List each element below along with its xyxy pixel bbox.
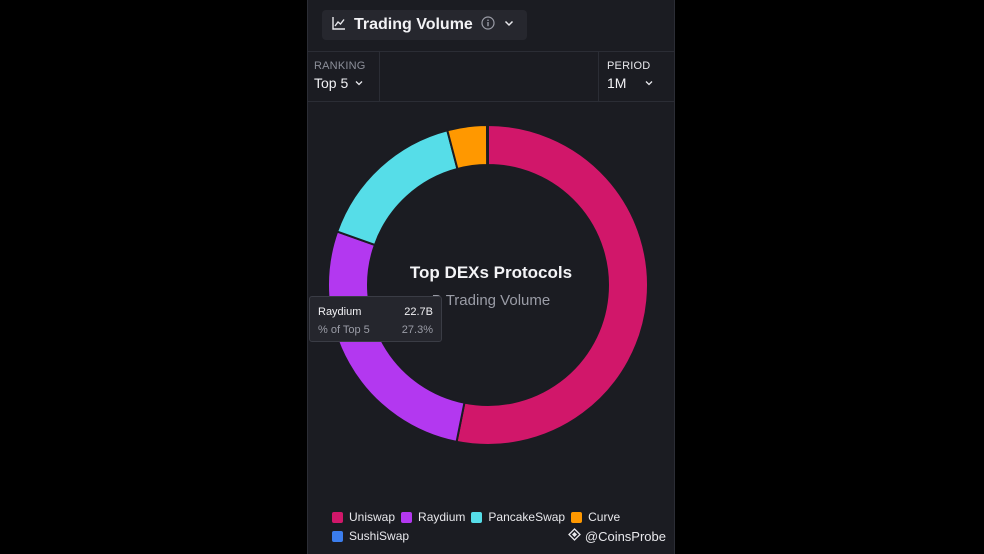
chart-legend: Uniswap Raydium PancakeSwap Curve SushiSwap bbox=[332, 510, 672, 548]
info-icon[interactable] bbox=[481, 15, 495, 35]
chart-area: Top DEXs Protocols B Trading Volume Rayd… bbox=[308, 102, 674, 502]
line-chart-icon bbox=[332, 16, 346, 35]
chart-tooltip: Raydium 22.7B % of Top 5 27.3% bbox=[309, 296, 442, 342]
legend-swatch bbox=[401, 511, 413, 523]
trading-volume-panel: Trading Volume RANKING Top 5 bbox=[307, 0, 675, 554]
legend-item-sushiswap[interactable]: SushiSwap bbox=[332, 529, 409, 543]
legend-swatch bbox=[571, 511, 583, 523]
legend-item-curve[interactable]: Curve bbox=[571, 510, 620, 524]
chart-subtitle: B Trading Volume bbox=[431, 292, 551, 309]
controls-bar: RANKING Top 5 PERIOD 1M bbox=[308, 52, 674, 102]
slice-uniswap[interactable] bbox=[455, 123, 649, 446]
legend-label: SushiSwap bbox=[349, 529, 410, 543]
ranking-value: Top 5 bbox=[314, 75, 349, 91]
legend-item-pancakeswap[interactable]: PancakeSwap bbox=[471, 510, 565, 524]
chevron-down-icon bbox=[354, 75, 364, 91]
slice-pancakeswap[interactable] bbox=[335, 129, 459, 247]
tooltip-value: 22.7B bbox=[404, 306, 433, 318]
tooltip-pct-label: % of Top 5 bbox=[318, 324, 370, 336]
period-value: 1M bbox=[607, 75, 627, 91]
metric-selector[interactable]: Trading Volume bbox=[322, 10, 527, 40]
period-dropdown[interactable]: PERIOD 1M bbox=[598, 52, 674, 102]
legend-swatch bbox=[471, 511, 483, 523]
legend-label: PancakeSwap bbox=[488, 510, 566, 524]
chevron-down-icon bbox=[644, 75, 654, 91]
period-caption: PERIOD bbox=[607, 60, 651, 72]
legend-swatch bbox=[332, 511, 343, 523]
ranking-caption: RANKING bbox=[314, 60, 366, 72]
chevron-down-icon bbox=[503, 16, 515, 34]
legend-item-raydium[interactable]: Raydium bbox=[401, 510, 465, 524]
metric-label: Trading Volume bbox=[354, 16, 473, 33]
tooltip-pct-value: 27.3% bbox=[401, 324, 433, 336]
coinsprobe-logo-icon bbox=[567, 528, 581, 544]
chart-title: Top DEXs Protocols bbox=[409, 263, 573, 282]
watermark: @CoinsProbe bbox=[567, 528, 666, 544]
ranking-dropdown[interactable]: RANKING Top 5 bbox=[308, 52, 380, 102]
legend-label: Raydium bbox=[418, 510, 466, 524]
watermark-text: @CoinsProbe bbox=[584, 528, 666, 544]
legend-item-uniswap[interactable]: Uniswap bbox=[332, 510, 395, 524]
legend-swatch bbox=[332, 530, 343, 542]
donut-chart bbox=[327, 123, 649, 446]
panel-header: Trading Volume bbox=[308, 0, 674, 52]
legend-label: Uniswap bbox=[349, 510, 396, 524]
tooltip-name: Raydium bbox=[318, 306, 362, 318]
slice-sushiswap[interactable] bbox=[485, 123, 489, 167]
legend-label: Curve bbox=[588, 510, 621, 524]
